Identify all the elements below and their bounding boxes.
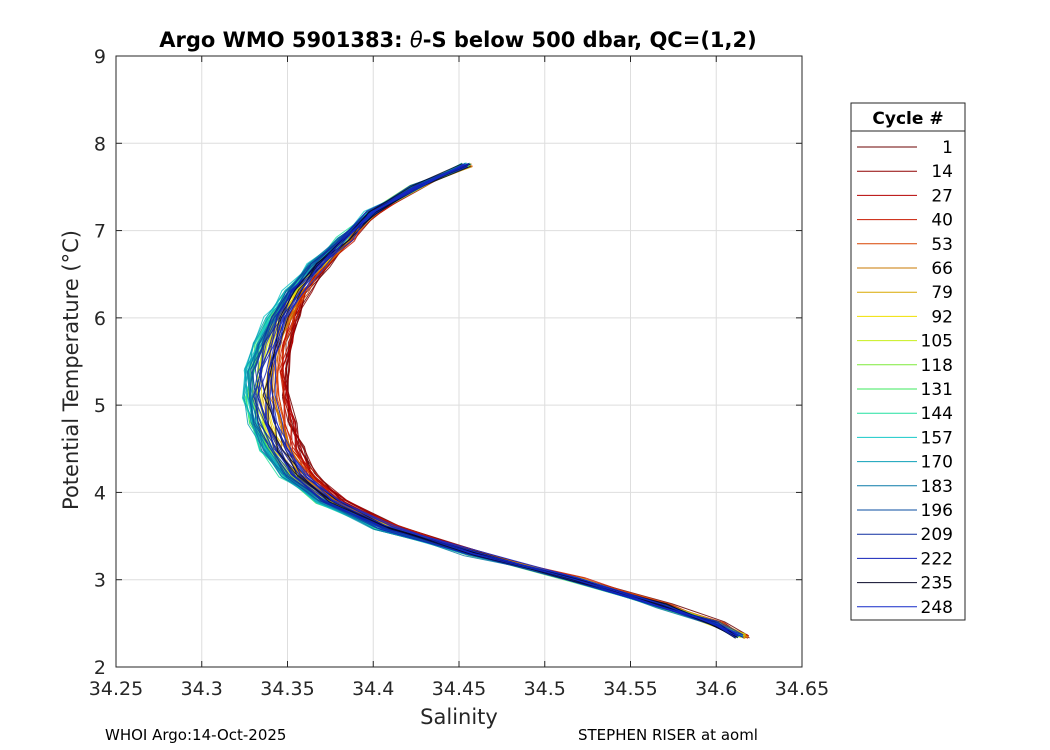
legend-title: Cycle # [872, 109, 943, 129]
x-tick-label: 34.45 [432, 678, 486, 700]
x-tick-label: 34.3 [181, 678, 223, 700]
legend-label-157: 157 [921, 428, 953, 448]
legend-label-105: 105 [921, 332, 953, 352]
footer-left: WHOI Argo:14-Oct-2025 [105, 726, 286, 744]
profile-line-cycle-248 [267, 163, 738, 636]
legend-label-131: 131 [921, 380, 953, 400]
legend-label-196: 196 [921, 501, 953, 521]
legend-label-27: 27 [931, 186, 953, 206]
y-axis-label: Potential Temperature (°C) [59, 230, 83, 510]
profile-line-cycle-248 [274, 164, 736, 639]
legend-label-170: 170 [921, 453, 953, 473]
y-tick-label: 6 [94, 308, 106, 330]
x-axis-label: Salinity [420, 705, 498, 729]
tick-marks: 34.25 34.3 34.35 34.4 34.45 34.5 34.55 34.6 34.6… [89, 46, 829, 700]
y-tick-label: 5 [94, 395, 106, 417]
footer-right: STEPHEN RISER at aoml [578, 726, 758, 744]
x-tick-label: 34.6 [695, 678, 737, 700]
legend-label-14: 14 [931, 162, 953, 182]
profile-line-cycle-235 [266, 163, 736, 639]
x-tick-label: 34.5 [524, 678, 566, 700]
legend-label-222: 222 [921, 549, 953, 569]
y-tick-label: 4 [94, 482, 106, 504]
legend-label-1: 1 [942, 138, 953, 158]
legend: Cycle # 1 14 27 40 53 66 79 92 105 118 131 144 157 17… [850, 102, 966, 621]
y-tick-label: 7 [94, 221, 106, 243]
profile-traces [241, 162, 750, 639]
x-tick-label: 34.4 [352, 678, 394, 700]
legend-label-118: 118 [921, 356, 953, 376]
legend-label-92: 92 [931, 307, 953, 327]
legend-label-209: 209 [921, 525, 953, 545]
profile-line-cycle-235 [269, 163, 738, 638]
y-tick-label: 3 [94, 570, 106, 592]
legend-label-248: 248 [921, 598, 953, 618]
legend-label-79: 79 [931, 283, 953, 303]
legend-label-144: 144 [921, 404, 953, 424]
legend-label-235: 235 [921, 574, 953, 594]
y-tick-label: 2 [94, 657, 106, 679]
chart-title: Argo WMO 5901383: θ-S below 500 dbar, QC… [159, 28, 756, 52]
x-tick-label: 34.25 [89, 678, 143, 700]
x-tick-label: 34.65 [775, 678, 829, 700]
x-tick-label: 34.55 [603, 678, 657, 700]
x-tick-label: 34.35 [260, 678, 314, 700]
legend-label-53: 53 [931, 235, 953, 255]
legend-label-40: 40 [931, 211, 953, 231]
legend-label-66: 66 [931, 259, 953, 279]
y-tick-label: 9 [94, 46, 106, 68]
legend-label-183: 183 [921, 477, 953, 497]
y-tick-label: 8 [94, 133, 106, 155]
